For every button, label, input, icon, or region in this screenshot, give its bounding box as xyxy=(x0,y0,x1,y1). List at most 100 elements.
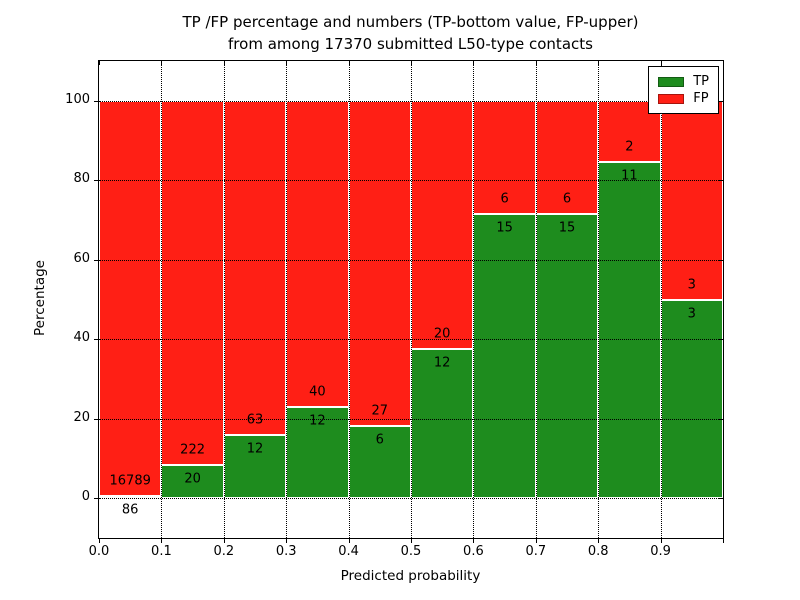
x-tick-mark xyxy=(473,61,475,65)
x-tick-label: 0.9 xyxy=(650,544,671,559)
chart-title-line2: from among 17370 submitted L50-type cont… xyxy=(228,35,593,53)
x-tick-label: 0.4 xyxy=(338,544,359,559)
fp-count-label: 3 xyxy=(687,277,696,292)
v-gridline xyxy=(535,61,537,538)
y-tick-mark xyxy=(719,418,723,420)
tp-bar-segment xyxy=(348,425,411,499)
tp-bar-segment xyxy=(99,496,162,499)
fp-bar-segment xyxy=(535,100,599,215)
x-tick-label: 0.2 xyxy=(213,544,235,559)
x-tick-mark xyxy=(598,539,600,543)
y-tick-mark xyxy=(94,498,98,500)
x-tick-mark xyxy=(473,539,475,543)
tp-count-label: 12 xyxy=(246,441,264,457)
y-tick-mark xyxy=(719,180,723,182)
tp-count-label: 12 xyxy=(309,413,326,428)
y-tick-mark xyxy=(719,339,723,341)
x-tick-mark xyxy=(411,61,412,65)
x-tick-mark xyxy=(99,539,100,543)
fp-bar-segment xyxy=(99,100,162,497)
tp-count-label: 20 xyxy=(184,471,201,487)
y-tick-label: 20 xyxy=(73,409,90,425)
fp-count-label: 40 xyxy=(309,384,326,399)
x-tick-mark xyxy=(348,61,350,65)
x-tick-mark xyxy=(723,539,724,543)
fp-bar-segment xyxy=(348,100,411,426)
fp-bar-segment xyxy=(223,100,287,435)
x-tick-mark xyxy=(99,61,100,65)
tp-bar-segment xyxy=(660,299,723,499)
fp-bar-segment xyxy=(660,100,723,300)
x-tick-mark xyxy=(161,61,163,65)
fp-swatch-icon xyxy=(658,93,685,104)
tp-count-label: 15 xyxy=(496,220,513,236)
y-tick-label: 60 xyxy=(73,250,90,266)
y-tick-label: 0 xyxy=(81,489,90,505)
tp-count-label: 86 xyxy=(121,502,139,518)
x-tick-mark xyxy=(723,61,724,65)
plot-area: 16789 86 222 20 63 12 40 12 27 6 20 12 6 15 6 15 2 11 3 3 T… xyxy=(98,60,724,539)
v-gridline xyxy=(660,61,662,538)
v-gridline xyxy=(348,61,350,538)
v-gridline xyxy=(411,61,412,538)
x-tick-mark xyxy=(223,539,225,543)
chart-title-line1: TP /FP percentage and numbers (TP-bottom… xyxy=(182,13,639,31)
tp-count-label: 11 xyxy=(621,168,638,184)
tp-bar-segment xyxy=(223,434,287,499)
x-tick-mark xyxy=(223,61,225,65)
tp-count-label: 12 xyxy=(433,355,451,371)
y-tick-label: 40 xyxy=(73,330,90,346)
fp-count-label: 222 xyxy=(180,442,206,458)
tp-count-label: 6 xyxy=(375,432,384,448)
legend: TP FP xyxy=(648,66,719,114)
y-tick-mark xyxy=(94,259,98,261)
y-tick-mark xyxy=(94,100,98,102)
x-tick-label: 0.8 xyxy=(587,544,609,559)
v-gridline xyxy=(161,61,163,538)
y-tick-mark xyxy=(719,100,723,102)
v-gridline xyxy=(286,61,288,538)
x-tick-mark xyxy=(348,539,350,543)
fp-count-label: 2 xyxy=(625,139,634,155)
fp-count-label: 6 xyxy=(562,191,572,207)
tp-bar-segment xyxy=(411,349,474,499)
y-tick-mark xyxy=(719,498,723,500)
x-tick-mark xyxy=(660,61,662,65)
x-tick-label: 0.0 xyxy=(88,544,110,559)
x-tick-mark xyxy=(598,61,600,65)
x-tick-label: 0.3 xyxy=(275,544,297,559)
fp-count-label: 20 xyxy=(433,326,451,342)
x-tick-label: 0.1 xyxy=(151,544,172,559)
y-tick-mark xyxy=(94,339,98,341)
x-tick-mark xyxy=(286,539,288,543)
x-tick-mark xyxy=(161,539,163,543)
tp-swatch-icon xyxy=(658,76,685,87)
legend-row-tp: TP xyxy=(658,73,709,90)
tp-bar-segment xyxy=(286,406,349,499)
y-tick-mark xyxy=(719,259,723,261)
fp-count-label: 16789 xyxy=(109,473,151,489)
v-gridline xyxy=(223,61,225,538)
x-axis-label: Predicted probability xyxy=(340,568,481,584)
tp-bar-segment xyxy=(473,214,536,499)
x-tick-label: 0.5 xyxy=(400,544,422,559)
fp-bar-segment xyxy=(161,100,224,466)
y-tick-mark xyxy=(94,180,98,182)
legend-label-fp: FP xyxy=(693,91,709,106)
tp-count-label: 15 xyxy=(558,220,576,236)
v-gridline xyxy=(473,61,475,538)
y-tick-mark xyxy=(94,418,98,420)
legend-row-fp: FP xyxy=(658,90,709,107)
fp-bar-segment xyxy=(473,100,536,215)
x-tick-mark xyxy=(535,539,537,543)
y-tick-label: 80 xyxy=(73,171,90,187)
x-tick-label: 0.7 xyxy=(525,544,547,559)
x-tick-mark xyxy=(411,539,412,543)
v-gridline xyxy=(598,61,600,538)
x-tick-mark xyxy=(660,539,662,543)
tp-bar-segment xyxy=(598,161,661,499)
fp-count-label: 63 xyxy=(246,412,264,428)
tp-bar-segment xyxy=(535,214,599,499)
y-axis-label: Percentage xyxy=(32,260,48,336)
